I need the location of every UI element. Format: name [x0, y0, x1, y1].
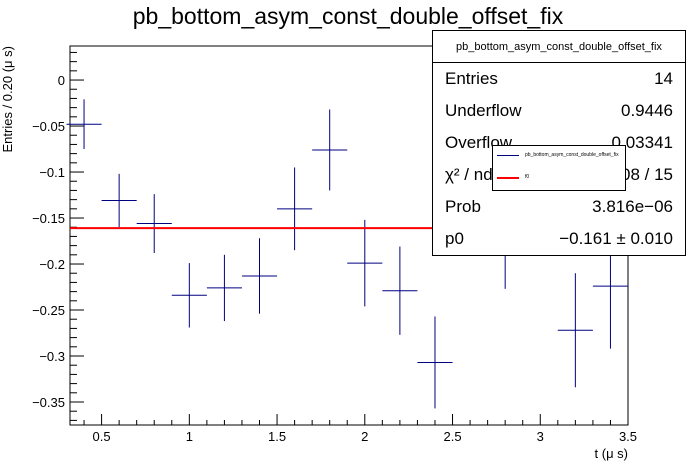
- stats-box: pb_bottom_asym_const_double_offset_fix E…: [432, 30, 686, 256]
- data-point: [557, 273, 593, 388]
- y-tick-label: −0.35: [32, 395, 65, 410]
- chart-title: pb_bottom_asym_const_double_offset_fix: [133, 3, 564, 29]
- legend-label: f0: [525, 174, 530, 180]
- legend-swatch-data: [497, 155, 519, 156]
- x-tick-label: 3: [537, 429, 544, 444]
- x-tick-label: 0.5: [93, 429, 111, 444]
- legend-swatch-fit: [497, 177, 519, 179]
- stats-label: Entries: [445, 69, 498, 88]
- x-tick-label: 1.5: [268, 429, 286, 444]
- y-tick-label: −0.05: [32, 119, 65, 134]
- x-tick-label: 2.5: [443, 429, 461, 444]
- y-tick-label: −0.25: [32, 303, 65, 318]
- axis-ticks: 0.5 1 1.5 2 2.5 3 3.5 0 −0.05 −0.1 −0.15 −0.2 −0.25 −…: [32, 51, 637, 444]
- stats-label: p0: [445, 229, 464, 248]
- data-point: [241, 238, 278, 314]
- stats-value: 14: [654, 69, 673, 88]
- data-point: [66, 99, 102, 150]
- y-tick-label: −0.2: [39, 257, 65, 272]
- data-point: [171, 263, 207, 328]
- y-tick-label: −0.3: [39, 349, 65, 364]
- data-point: [347, 219, 383, 307]
- data-point: [312, 109, 348, 191]
- y-axis-label: Entries / 0.20 (μ s): [0, 46, 15, 152]
- legend-entry-fit: f0: [493, 168, 625, 188]
- x-axis-label: t (μ s): [595, 446, 628, 461]
- y-tick-label: −0.15: [32, 211, 65, 226]
- stats-row-prob: Prob 3.816e−06: [445, 191, 673, 223]
- legend: pb_bottom_asym_const_double_offset_fix f…: [492, 145, 626, 191]
- data-point: [206, 254, 242, 322]
- data-point: [382, 246, 418, 335]
- legend-entry-data: pb_bottom_asym_const_double_offset_fix: [493, 146, 625, 166]
- stats-title: pb_bottom_asym_const_double_offset_fix: [433, 31, 685, 63]
- x-tick-label: 3.5: [619, 429, 637, 444]
- stats-row-p0: p0 −0.161 ± 0.010: [445, 223, 673, 255]
- legend-label: pb_bottom_asym_const_double_offset_fix: [525, 152, 619, 158]
- x-tick-label: 2: [361, 429, 368, 444]
- y-tick-label: 0: [58, 73, 65, 88]
- data-point: [136, 194, 172, 253]
- stats-value: −0.161 ± 0.010: [559, 229, 673, 248]
- y-tick-label: −0.1: [39, 165, 65, 180]
- data-point: [417, 316, 453, 409]
- stats-label: Prob: [445, 197, 481, 216]
- x-tick-label: 1: [186, 429, 193, 444]
- stats-value: 0.03341: [611, 133, 673, 152]
- stats-value: 0.9446: [621, 101, 673, 120]
- stats-value: 3.816e−06: [592, 197, 673, 216]
- stats-row-underflow: Underflow 0.9446: [445, 95, 673, 127]
- stats-row-entries: Entries 14: [445, 63, 673, 95]
- stats-label: χ² / ndf: [445, 165, 498, 184]
- data-point: [101, 173, 137, 228]
- stats-label: Underflow: [445, 101, 522, 120]
- data-point: [277, 167, 313, 251]
